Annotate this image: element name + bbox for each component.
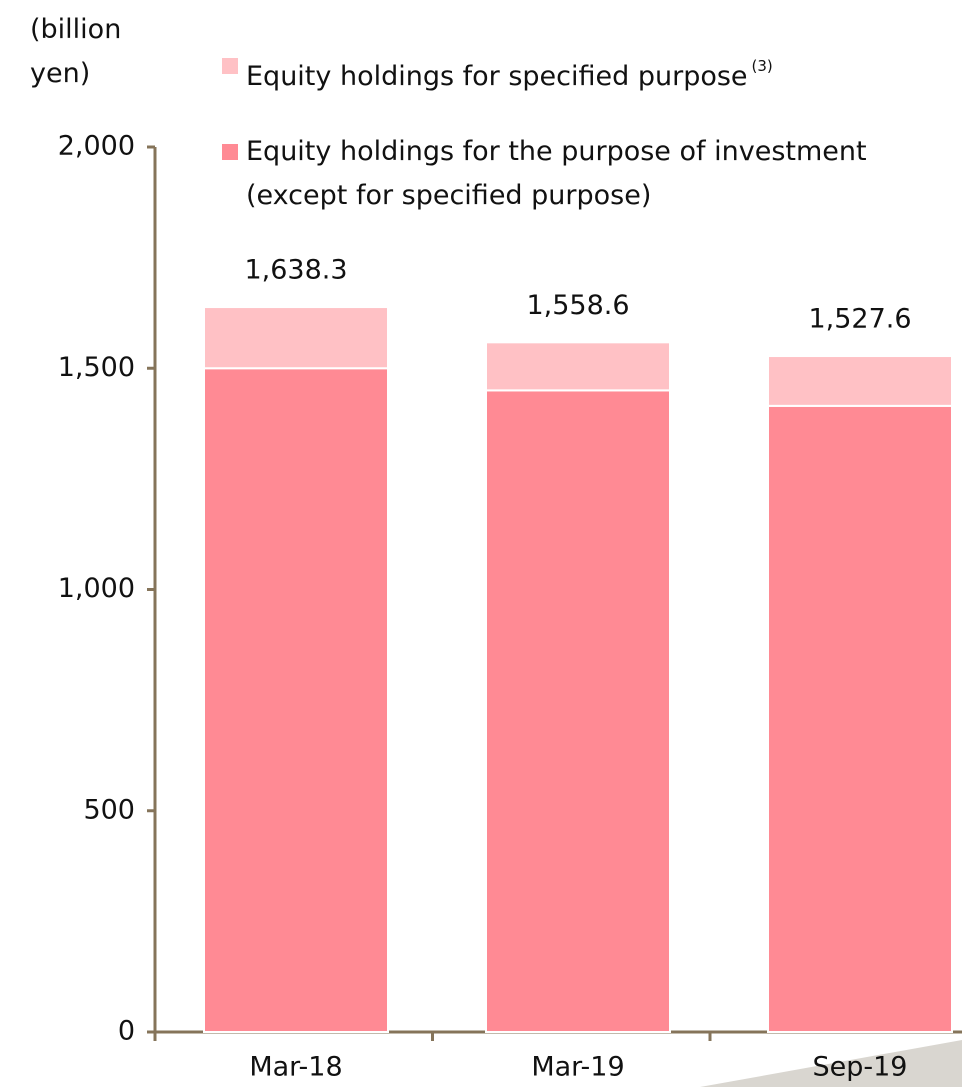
total-label: 1,527.6 <box>808 304 911 335</box>
y-tick-label: 2,000 <box>58 131 135 162</box>
y-axis-label: (billion yen) <box>30 14 122 89</box>
bar-segment <box>485 341 671 392</box>
bar-segment <box>203 306 389 370</box>
y-tick-label: 1,000 <box>58 573 135 604</box>
legend-note: (3) <box>751 57 773 75</box>
y-tick-label: 0 <box>118 1016 135 1047</box>
bar-segment <box>767 355 953 407</box>
legend-swatch <box>222 144 238 160</box>
legend-label: Equity holdings for the purpose of inves… <box>246 136 867 211</box>
legend-swatch <box>222 58 238 74</box>
y-tick-label: 500 <box>83 794 135 825</box>
bar-segment <box>485 389 671 1033</box>
x-tick-label: Mar-18 <box>249 1052 342 1083</box>
total-label: 1,558.6 <box>526 290 629 321</box>
legend-label: Equity holdings for specified purpose (3) <box>246 57 773 92</box>
total-label: 1,638.3 <box>244 255 347 286</box>
x-tick-label: Sep-19 <box>813 1052 908 1083</box>
y-tick-label: 1,500 <box>58 352 135 383</box>
x-tick-label: Mar-19 <box>531 1052 624 1083</box>
decoration <box>700 1040 962 1087</box>
bar-segment <box>203 367 389 1033</box>
bar-segment <box>767 404 953 1033</box>
